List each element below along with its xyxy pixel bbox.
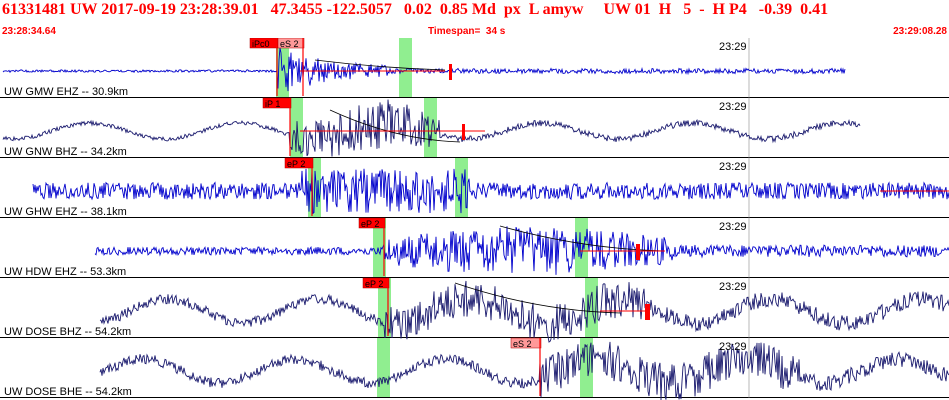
pick-flag[interactable]	[277, 38, 305, 49]
pick-window[interactable]	[377, 338, 390, 398]
coda-decay-curve	[329, 109, 461, 143]
minute-label: 23:29	[719, 41, 747, 53]
pick-window[interactable]	[575, 218, 588, 278]
waveform	[94, 226, 949, 275]
trace-row[interactable]: iP 1 23:29 UW GNW BHZ -- 34.2km	[0, 97, 949, 158]
trace-row[interactable]: iPc0 eS 2 23:29 UW GMW EHZ -- 30.9km	[0, 38, 949, 98]
pick-label: eS 2	[280, 39, 299, 49]
trace-row[interactable]: eP 2 23:29 UW DOSE BHZ -- 54.2km	[0, 277, 949, 343]
coda-marker[interactable]	[645, 304, 650, 320]
pick-window[interactable]	[424, 98, 437, 158]
coda-decay-curve	[499, 225, 666, 252]
waveform	[2, 99, 861, 157]
station-label: UW DOSE BHE -- 54.2km	[4, 386, 132, 398]
minute-label: 23:29	[719, 341, 747, 353]
minute-label: 23:29	[719, 161, 747, 173]
station-label: UW GHW EHZ -- 38.1km	[4, 206, 127, 218]
pick-label: eP 2	[287, 159, 305, 169]
minute-label: 23:29	[719, 101, 747, 113]
pick-label: eP 2	[361, 219, 379, 229]
trace-row[interactable]: eP 2 23:29 UW GHW EHZ -- 38.1km	[0, 157, 949, 218]
start-time: 23:28:34.64	[2, 26, 56, 37]
trace-row[interactable]: eS 2 23:29 UW DOSE BHE -- 54.2km	[0, 337, 949, 400]
pick-label: eS 2	[513, 339, 532, 349]
station-label: UW HDW EHZ -- 53.3km	[4, 266, 126, 278]
coda-marker[interactable]	[462, 124, 465, 140]
pick-flag[interactable]	[358, 217, 386, 229]
event-header: 61331481 UW 2017-09-19 23:28:39.01 47.34…	[0, 0, 949, 21]
waveform	[99, 341, 949, 400]
end-time: 23:29:08.28	[893, 26, 947, 37]
coda-decay-curve	[454, 282, 621, 314]
pick-flag[interactable]	[510, 337, 542, 349]
waveform	[32, 168, 949, 215]
timespan: Timespan= 34 s	[428, 26, 506, 37]
pick-window[interactable]	[373, 218, 386, 278]
station-label: UW GMW EHZ -- 30.9km	[4, 86, 128, 98]
event-summary-line: 61331481 UW 2017-09-19 23:28:39.01 47.34…	[2, 1, 829, 18]
minute-label: 23:29	[719, 221, 747, 233]
minute-label: 23:29	[719, 281, 747, 293]
waveform	[2, 47, 846, 92]
trace-row[interactable]: eP 2 23:29 UW HDW EHZ -- 53.3km	[0, 217, 949, 278]
coda-marker[interactable]	[636, 244, 640, 260]
pick-flag[interactable]	[262, 97, 292, 109]
pick-label: eP 2	[365, 279, 383, 289]
pick-flag[interactable]	[284, 157, 314, 169]
trace-panel[interactable]: iPc0 eS 2 23:29 UW GMW EHZ -- 30.9km iP 1 23:…	[0, 38, 949, 400]
station-label: UW GNW BHZ -- 34.2km	[4, 146, 127, 158]
pick-flag[interactable]	[362, 277, 390, 289]
station-label: UW DOSE BHZ -- 54.2km	[4, 326, 131, 338]
waveform	[99, 280, 949, 343]
coda-decay-curve	[314, 59, 446, 71]
pick-label: iP 1	[265, 99, 280, 109]
pick-label: iPc0	[252, 39, 270, 49]
coda-marker[interactable]	[449, 64, 452, 80]
